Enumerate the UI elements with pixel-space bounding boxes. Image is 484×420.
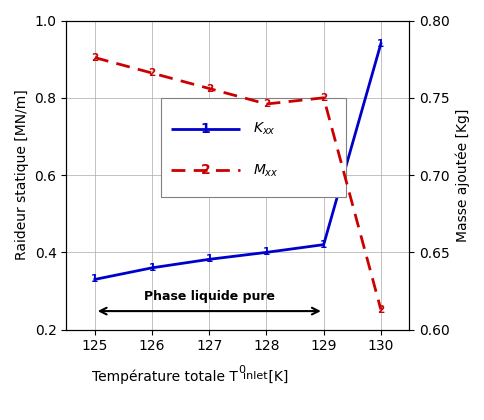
Text: 1: 1: [148, 263, 155, 273]
Text: 2: 2: [91, 52, 98, 63]
Text: Température totale T: Température totale T: [92, 370, 237, 384]
Text: $K_{xx}$: $K_{xx}$: [253, 121, 275, 137]
Text: Phase liquide pure: Phase liquide pure: [143, 290, 274, 302]
Text: inlet: inlet: [242, 371, 267, 381]
Y-axis label: Raideur statique [MN/m]: Raideur statique [MN/m]: [15, 90, 29, 260]
Text: 1: 1: [377, 39, 384, 49]
Text: 2: 2: [377, 304, 384, 315]
Text: 2: 2: [319, 93, 327, 103]
Text: 1: 1: [200, 122, 210, 136]
Text: 1: 1: [91, 274, 98, 284]
Text: 2: 2: [148, 68, 155, 78]
Text: 2: 2: [262, 99, 270, 109]
Text: 2: 2: [200, 163, 210, 177]
Text: 1: 1: [262, 247, 270, 257]
Text: [K]: [K]: [263, 370, 287, 384]
Text: $M_{xx}$: $M_{xx}$: [253, 162, 278, 178]
Text: 2: 2: [205, 84, 212, 94]
Y-axis label: Masse ajoutée [Kg]: Masse ajoutée [Kg]: [454, 108, 469, 242]
Text: 0: 0: [237, 365, 244, 375]
Text: 1: 1: [319, 240, 327, 249]
FancyBboxPatch shape: [160, 98, 345, 197]
Text: 1: 1: [205, 255, 212, 264]
